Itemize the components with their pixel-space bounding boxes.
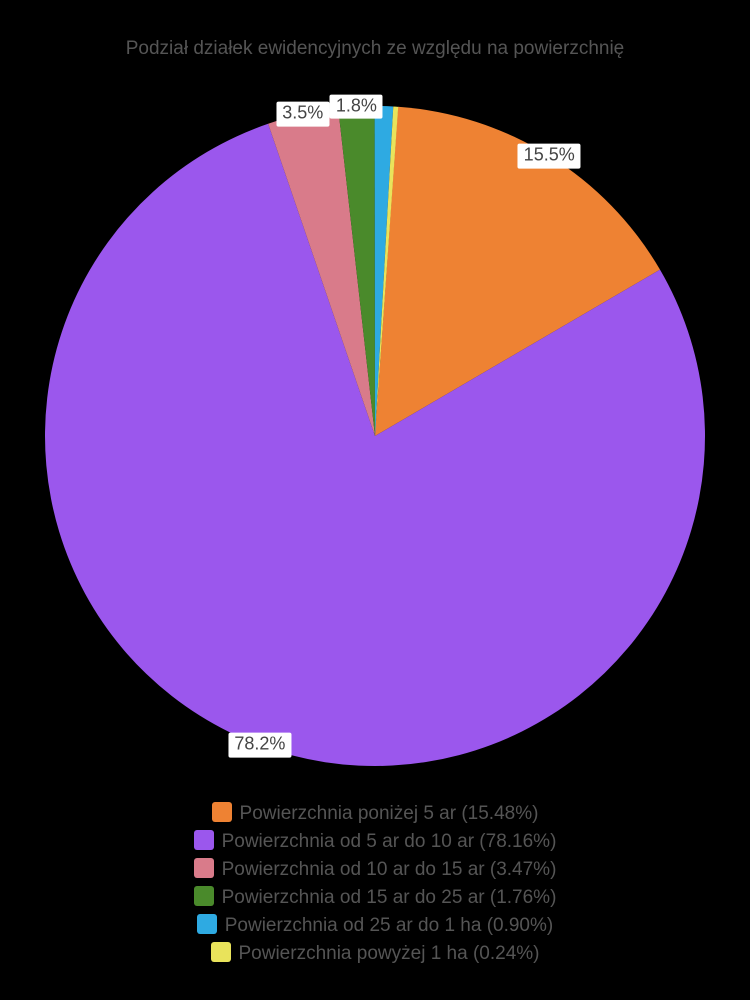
legend-swatch <box>194 830 214 850</box>
slice-percent-label: 78.2% <box>228 733 291 758</box>
legend-label: Powierzchnia od 15 ar do 25 ar (1.76%) <box>222 887 557 908</box>
slice-percent-label: 15.5% <box>518 143 581 168</box>
legend-item: Powierzchnia poniżej 5 ar (15.48%) <box>0 800 750 828</box>
legend-item: Powierzchnia od 5 ar do 10 ar (78.16%) <box>0 828 750 856</box>
legend-item: Powierzchnia od 10 ar do 15 ar (3.47%) <box>0 856 750 884</box>
legend: Powierzchnia poniżej 5 ar (15.48%) Powier… <box>0 800 750 968</box>
legend-swatch <box>194 858 214 878</box>
chart-title: Podział działek ewidencyjnych ze względu… <box>0 38 750 60</box>
legend-item: Powierzchnia od 15 ar do 25 ar (1.76%) <box>0 884 750 912</box>
pie-chart: 15.5% 78.2% 3.5%1.8% <box>0 86 750 786</box>
legend-swatch <box>212 802 232 822</box>
chart-container: Podział działek ewidencyjnych ze względu… <box>0 0 750 1000</box>
legend-swatch <box>211 942 231 962</box>
slice-percent-label: 1.8% <box>330 94 383 119</box>
legend-label: Powierzchnia poniżej 5 ar (15.48%) <box>240 803 539 824</box>
legend-label: Powierzchnia powyżej 1 ha (0.24%) <box>239 943 540 964</box>
legend-item: Powierzchnia od 25 ar do 1 ha (0.90%) <box>0 912 750 940</box>
legend-swatch <box>197 914 217 934</box>
legend-label: Powierzchnia od 5 ar do 10 ar (78.16%) <box>222 831 557 852</box>
slice-percent-label: 3.5% <box>276 102 329 127</box>
legend-label: Powierzchnia od 10 ar do 15 ar (3.47%) <box>222 859 557 880</box>
legend-swatch <box>194 886 214 906</box>
legend-label: Powierzchnia od 25 ar do 1 ha (0.90%) <box>225 915 553 936</box>
legend-item: Powierzchnia powyżej 1 ha (0.24%) <box>0 940 750 968</box>
